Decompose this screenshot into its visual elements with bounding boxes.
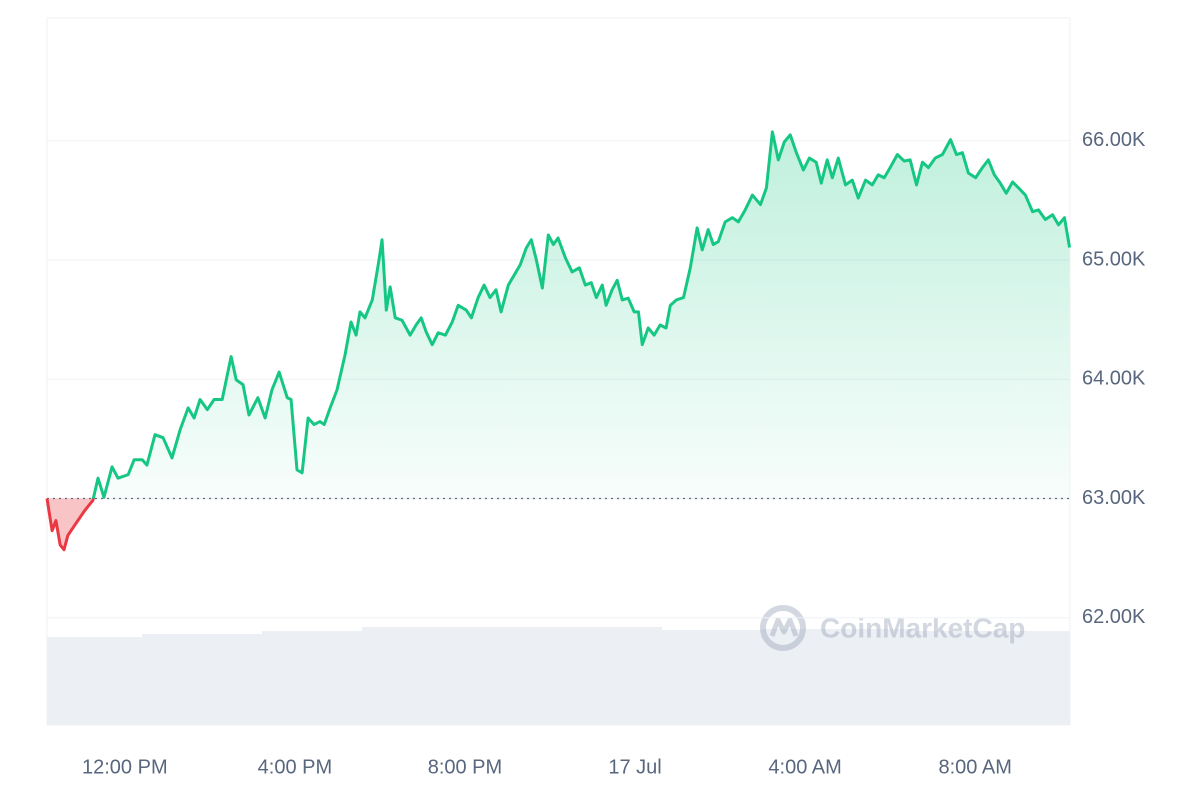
y-tick-label: 62.00K <box>1082 606 1146 628</box>
y-tick-label: 66.00K <box>1082 129 1146 151</box>
y-tick-label: 65.00K <box>1082 248 1146 270</box>
y-tick-label: 63.00K <box>1082 487 1146 509</box>
y-tick-label: 64.00K <box>1082 368 1146 390</box>
watermark-text: CoinMarketCap <box>820 612 1025 643</box>
x-tick-label: 17 Jul <box>608 756 661 778</box>
x-tick-label: 4:00 PM <box>258 756 332 778</box>
x-tick-label: 12:00 PM <box>82 756 168 778</box>
x-tick-label: 8:00 PM <box>428 756 502 778</box>
area-fill <box>47 131 1070 550</box>
x-tick-label: 4:00 AM <box>768 756 841 778</box>
price-line <box>45 130 1072 552</box>
volume-band <box>47 627 1070 725</box>
x-tick-label: 8:00 AM <box>938 756 1011 778</box>
